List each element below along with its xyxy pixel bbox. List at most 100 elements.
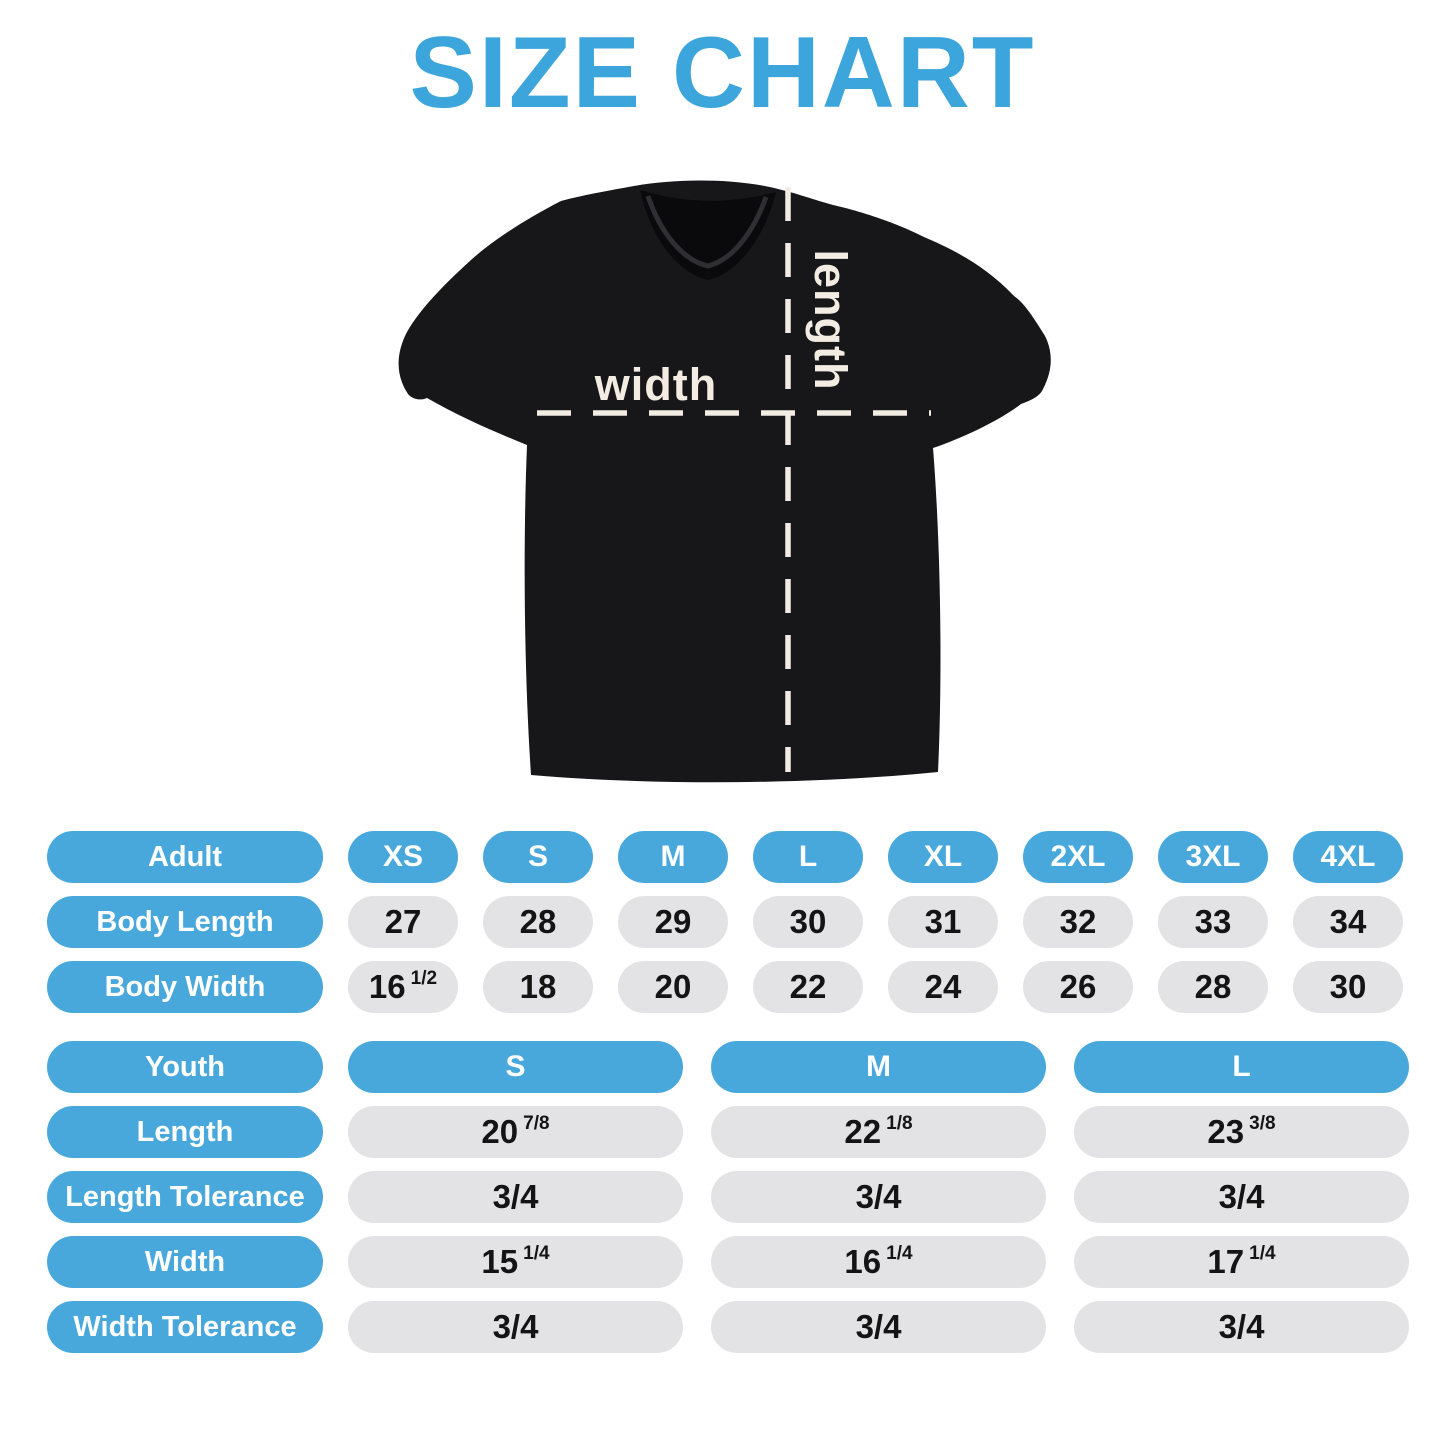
body-length-value-3xl: 33 xyxy=(1158,896,1268,948)
youth-size-col-s: S xyxy=(348,1041,683,1093)
value-fraction: 1/4 xyxy=(523,1243,550,1264)
value-number: 3/4 xyxy=(855,1308,902,1345)
value-number: 3/4 xyxy=(492,1178,539,1215)
youth-width-tolerance-value-m: 3/4 xyxy=(711,1301,1046,1353)
adult-size-col-4xl: 4XL xyxy=(1293,831,1403,883)
value-number: 20 xyxy=(654,968,692,1005)
youth-size-col-m: M xyxy=(711,1041,1046,1093)
value-number: 22 xyxy=(844,1113,882,1150)
value-number: 26 xyxy=(1059,968,1097,1005)
youth-width-row: Width 15 1/4 16 1/4 17 1/4 xyxy=(47,1236,1409,1288)
value-number: 29 xyxy=(654,903,692,940)
youth-size-table: Youth S M L Length 20 7/8 22 1/8 23 3/8 Len… xyxy=(47,1041,1409,1366)
value-fraction: 1/2 xyxy=(410,968,438,989)
value-number: 3/4 xyxy=(1218,1308,1265,1345)
adult-size-table: Adult XS S M L XL 2XL 3XL 4XL Body Lengt… xyxy=(47,831,1403,1026)
adult-size-col-s: S xyxy=(483,831,593,883)
youth-length-tolerance-row-header: Length Tolerance xyxy=(47,1171,323,1223)
youth-length-value-s: 20 7/8 xyxy=(348,1106,683,1158)
value-number: 34 xyxy=(1329,903,1367,940)
adult-size-col-l: L xyxy=(753,831,863,883)
value-number: 28 xyxy=(1194,968,1232,1005)
value-fraction: 7/8 xyxy=(523,1113,550,1134)
page-title: SIZE CHART xyxy=(409,17,1036,129)
youth-length-tolerance-value-l: 3/4 xyxy=(1074,1171,1409,1223)
adult-header-row: Adult XS S M L XL 2XL 3XL 4XL xyxy=(47,831,1403,883)
value-number: 18 xyxy=(519,968,557,1005)
youth-length-value-m: 22 1/8 xyxy=(711,1106,1046,1158)
value-number: 20 xyxy=(481,1113,519,1150)
value-number: 32 xyxy=(1059,903,1097,940)
body-width-row-header: Body Width xyxy=(47,961,323,1013)
youth-row-header: Youth xyxy=(47,1041,323,1093)
youth-width-tolerance-row-header: Width Tolerance xyxy=(47,1301,323,1353)
youth-length-value-l: 23 3/8 xyxy=(1074,1106,1409,1158)
value-fraction: 1/4 xyxy=(886,1243,913,1264)
value-number: 27 xyxy=(384,903,422,940)
youth-length-tolerance-row: Length Tolerance 3/4 3/4 3/4 xyxy=(47,1171,1409,1223)
value-number: 16 xyxy=(844,1243,882,1280)
body-width-value-l: 22 xyxy=(753,961,863,1013)
body-length-row-header: Body Length xyxy=(47,896,323,948)
body-length-value-xl: 31 xyxy=(888,896,998,948)
value-number: 31 xyxy=(924,903,962,940)
value-number: 15 xyxy=(481,1243,519,1280)
body-length-value-xs: 27 xyxy=(348,896,458,948)
body-width-value-xl: 24 xyxy=(888,961,998,1013)
value-number: 30 xyxy=(1329,968,1367,1005)
body-width-row: Body Width 16 1/2 18 20 22 24 26 28 30 xyxy=(47,961,1403,1013)
value-number: 30 xyxy=(789,903,827,940)
value-fraction: 1/4 xyxy=(1249,1243,1276,1264)
adult-size-col-xl: XL xyxy=(888,831,998,883)
youth-width-tolerance-value-s: 3/4 xyxy=(348,1301,683,1353)
youth-width-row-header: Width xyxy=(47,1236,323,1288)
body-width-value-s: 18 xyxy=(483,961,593,1013)
tshirt-neck-opening xyxy=(640,190,776,280)
youth-width-tolerance-row: Width Tolerance 3/4 3/4 3/4 xyxy=(47,1301,1409,1353)
value-number: 33 xyxy=(1194,903,1232,940)
youth-header-row: Youth S M L xyxy=(47,1041,1409,1093)
youth-width-value-m: 16 1/4 xyxy=(711,1236,1046,1288)
value-number: 17 xyxy=(1207,1243,1245,1280)
body-width-value-2xl: 26 xyxy=(1023,961,1133,1013)
tshirt-collar-seam xyxy=(645,195,769,269)
value-number: 23 xyxy=(1207,1113,1245,1150)
tshirt-body xyxy=(398,180,1051,783)
value-number: 28 xyxy=(519,903,557,940)
adult-size-col-2xl: 2XL xyxy=(1023,831,1133,883)
value-number: 22 xyxy=(789,968,827,1005)
body-width-value-xs: 16 1/2 xyxy=(348,961,458,1013)
body-length-value-l: 30 xyxy=(753,896,863,948)
youth-length-tolerance-value-m: 3/4 xyxy=(711,1171,1046,1223)
adult-size-col-3xl: 3XL xyxy=(1158,831,1268,883)
value-number: 16 xyxy=(368,968,406,1005)
body-width-value-m: 20 xyxy=(618,961,728,1013)
youth-size-col-l: L xyxy=(1074,1041,1409,1093)
width-label: width xyxy=(594,359,717,410)
youth-length-row: Length 20 7/8 22 1/8 23 3/8 xyxy=(47,1106,1409,1158)
youth-width-tolerance-value-l: 3/4 xyxy=(1074,1301,1409,1353)
value-number: 3/4 xyxy=(492,1308,539,1345)
body-length-value-2xl: 32 xyxy=(1023,896,1133,948)
youth-length-tolerance-value-s: 3/4 xyxy=(348,1171,683,1223)
youth-width-value-l: 17 1/4 xyxy=(1074,1236,1409,1288)
value-fraction: 1/8 xyxy=(886,1113,913,1134)
value-number: 3/4 xyxy=(1218,1178,1265,1215)
adult-size-col-m: M xyxy=(618,831,728,883)
value-number: 3/4 xyxy=(855,1178,902,1215)
body-length-row: Body Length 27 28 29 30 31 32 33 34 xyxy=(47,896,1403,948)
adult-row-header: Adult xyxy=(47,831,323,883)
youth-length-row-header: Length xyxy=(47,1106,323,1158)
value-number: 24 xyxy=(924,968,962,1005)
body-length-value-m: 29 xyxy=(618,896,728,948)
value-fraction: 3/8 xyxy=(1249,1113,1276,1134)
body-length-value-s: 28 xyxy=(483,896,593,948)
length-label: length xyxy=(805,250,856,391)
body-width-value-3xl: 28 xyxy=(1158,961,1268,1013)
youth-width-value-s: 15 1/4 xyxy=(348,1236,683,1288)
body-length-value-4xl: 34 xyxy=(1293,896,1403,948)
body-width-value-4xl: 30 xyxy=(1293,961,1403,1013)
adult-size-col-xs: XS xyxy=(348,831,458,883)
